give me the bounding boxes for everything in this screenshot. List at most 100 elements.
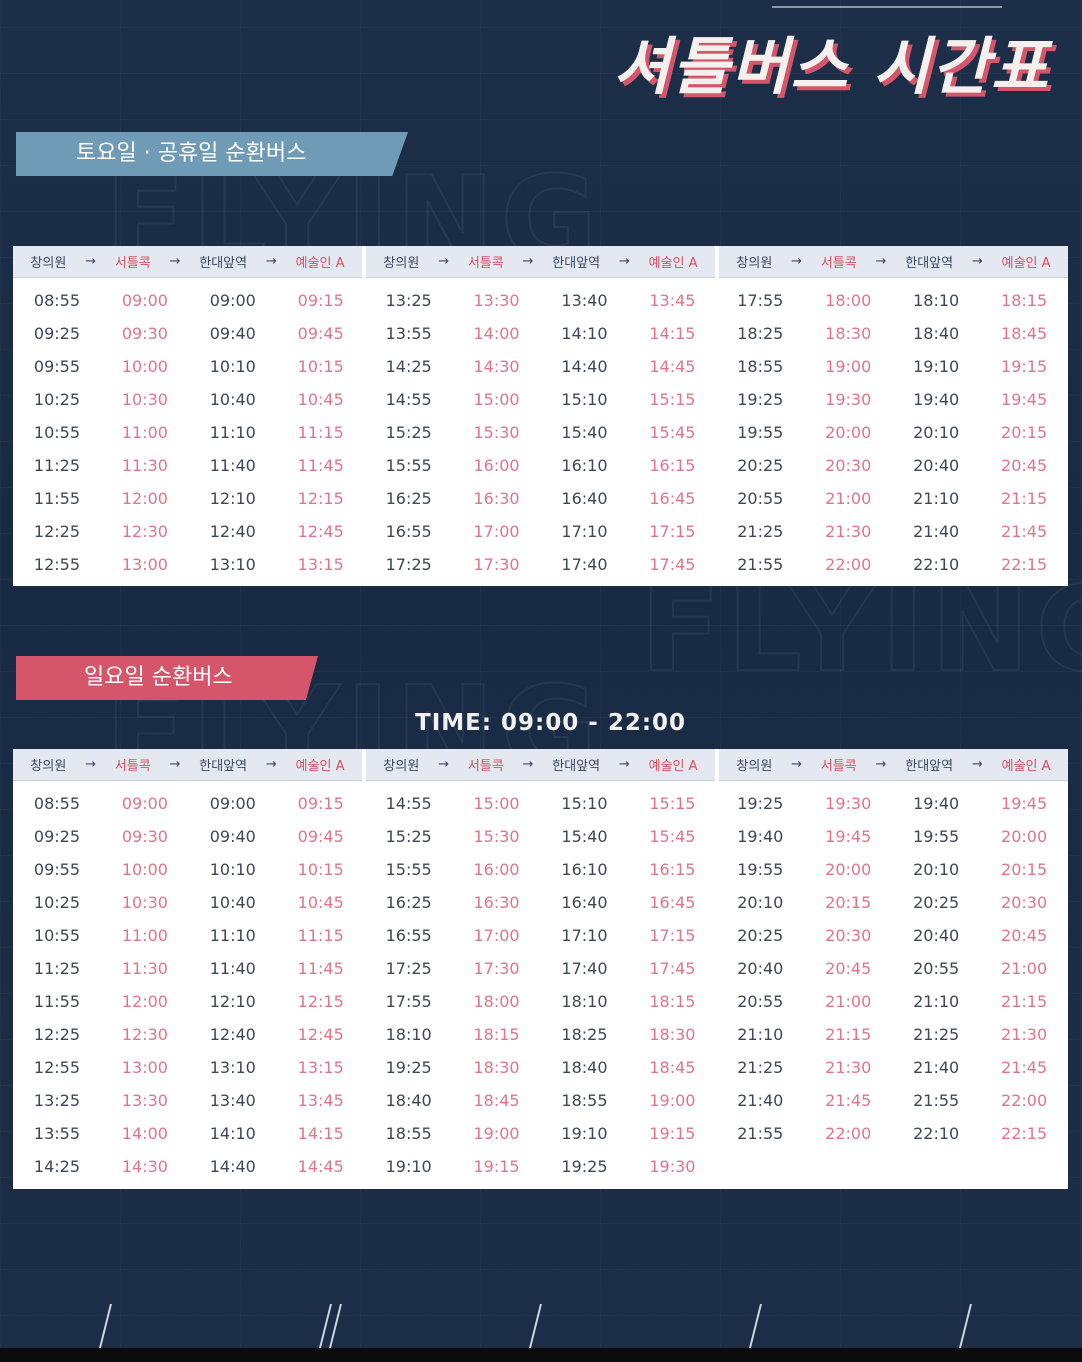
time-cell: 21:45 [1001,522,1048,541]
time-cell: 17:45 [649,959,696,978]
table-row: 13:25 13:30 13:40 13:45 [13,1084,365,1117]
table-row: 15:55 16:00 16:10 16:15 [365,449,717,482]
time-cell: 14:00 [473,324,520,343]
time-cell: 11:30 [121,456,168,475]
time-cell: 22:00 [825,555,872,574]
time-cell: 12:30 [121,1025,168,1044]
time-cell: 18:15 [649,992,696,1011]
time-cell: 17:45 [649,555,696,574]
time-cell: 20:10 [737,893,784,912]
table-row: 15:25 15:30 15:40 15:45 [365,416,717,449]
time-cell: 09:40 [209,827,256,846]
time-cell: 11:30 [121,959,168,978]
table-row: 09:25 09:30 09:40 09:45 [13,820,365,853]
time-cell: 09:25 [33,324,81,343]
time-cell: 21:45 [1001,1058,1048,1077]
table-row: 18:25 18:30 18:40 18:45 [716,317,1068,350]
table-row: 19:10 19:15 19:25 19:30 [365,1150,717,1183]
arrow-icon: → [169,757,181,772]
time-cell: 19:25 [737,794,784,813]
time-cell: 14:15 [297,1124,344,1143]
time-cell: 14:45 [297,1157,344,1176]
time-cell: 22:15 [1001,1124,1048,1143]
time-cell: 16:45 [649,893,696,912]
time-cell: 10:40 [209,390,256,409]
time-cell: 15:40 [561,423,608,442]
time-cell: 10:40 [209,893,256,912]
time-cell: 20:25 [737,456,784,475]
arrow-icon: → [875,254,887,269]
time-cell: 17:10 [561,522,608,541]
table-row: 11:25 11:30 11:40 11:45 [13,952,365,985]
time-cell: 18:25 [737,324,784,343]
time-cell: 21:40 [913,522,960,541]
header-stop-label: 서틀콕 [114,759,151,774]
time-cell: 13:45 [297,1091,344,1110]
time-cell: 12:55 [33,1058,81,1077]
time-cell: 19:15 [649,1124,696,1143]
time-cell: 14:40 [209,1157,256,1176]
time-cell: 10:30 [121,390,168,409]
saturday-header-row: 창의원 → 서틀콕 → 한대앞역 → 예술인 A 창의원 → 서틀콕 → 한대앞역 → 예술인 A 창의원 →… [13,246,1068,278]
time-cell: 11:40 [209,959,256,978]
time-cell: 09:25 [33,827,81,846]
arrow-icon: → [618,254,630,269]
time-cell: 09:00 [209,291,256,310]
time-cell: 20:45 [1001,926,1048,945]
time-cell: 16:25 [385,893,432,912]
time-cell: 20:40 [913,456,960,475]
time-cell: 16:10 [561,860,608,879]
time-cell: 20:25 [913,893,960,912]
timetable-column: 14:55 15:00 15:10 15:15 15:25 15:30 15:40 15:45… [365,787,717,1183]
time-cell: 10:25 [33,390,81,409]
time-cell: 15:30 [473,423,520,442]
sunday-columns: 08:55 09:00 09:00 09:15 09:25 09:30 09:40 09:45… [13,781,1068,1183]
time-cell: 13:00 [121,555,168,574]
time-cell: 11:55 [33,489,81,508]
column-header: 창의원 → 서틀콕 → 한대앞역 → 예술인 A [13,246,362,278]
table-row: 21:55 22:00 22:10 22:15 [716,548,1068,581]
table-row: 09:25 09:30 09:40 09:45 [13,317,365,350]
time-cell: 16:10 [561,456,608,475]
time-cell: 16:55 [385,522,432,541]
time-cell: 15:30 [473,827,520,846]
time-cell: 10:45 [297,390,344,409]
time-cell: 10:00 [121,860,168,879]
time-cell: 09:30 [121,324,168,343]
time-cell: 14:45 [649,357,696,376]
saturday-timetable: 창의원 → 서틀콕 → 한대앞역 → 예술인 A 창의원 → 서틀콕 → 한대앞역 → 예술인 A 창의원 →… [13,246,1068,586]
time-cell: 19:45 [825,827,872,846]
time-cell: 17:00 [473,926,520,945]
slash-decoration [90,1304,130,1352]
time-cell: 19:55 [737,423,784,442]
time-cell: 09:00 [209,794,256,813]
time-cell: 15:40 [561,827,608,846]
time-cell: 15:10 [561,390,608,409]
time-cell: 18:45 [649,1058,696,1077]
time-cell: 17:10 [561,926,608,945]
table-row: 13:55 14:00 14:10 14:15 [13,1117,365,1150]
table-row: 14:55 15:00 15:10 15:15 [365,787,717,820]
time-cell: 10:00 [121,357,168,376]
time-cell: 13:40 [561,291,608,310]
time-cell: 21:15 [825,1025,872,1044]
header-stop-label: 창의원 [30,256,67,271]
time-cell: 20:15 [1001,860,1048,879]
time-cell: 21:15 [1001,992,1048,1011]
time-cell: 20:30 [1001,893,1048,912]
time-cell: 20:15 [825,893,872,912]
time-cell: 14:10 [209,1124,256,1143]
time-cell: 15:55 [385,456,432,475]
time-cell: 16:40 [561,489,608,508]
table-row: 13:55 14:00 14:10 14:15 [365,317,717,350]
header-stop-label: 창의원 [736,759,773,774]
time-cell: 12:15 [297,992,344,1011]
header-stop-label: 한대앞역 [552,256,601,271]
arrow-icon: → [438,254,450,269]
time-cell: 12:45 [297,522,344,541]
time-cell: 19:15 [473,1157,520,1176]
header-stop-label: 창의원 [383,256,420,271]
time-cell: 16:30 [473,489,520,508]
time-cell: 12:15 [297,489,344,508]
time-cell: 13:30 [473,291,520,310]
